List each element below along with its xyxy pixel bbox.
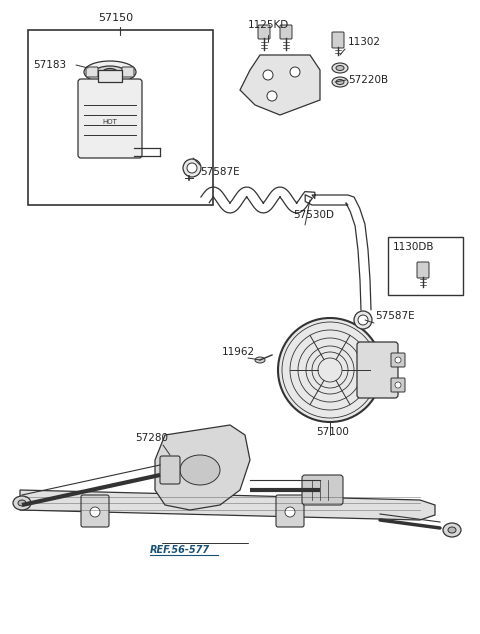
Text: 57587E: 57587E <box>200 167 240 177</box>
Circle shape <box>183 159 201 177</box>
FancyBboxPatch shape <box>81 495 109 527</box>
Circle shape <box>354 311 372 329</box>
Text: 57530D: 57530D <box>293 210 334 220</box>
FancyBboxPatch shape <box>417 262 429 278</box>
Circle shape <box>90 507 100 517</box>
FancyBboxPatch shape <box>160 456 180 484</box>
Ellipse shape <box>84 61 136 83</box>
Ellipse shape <box>336 79 344 84</box>
Ellipse shape <box>336 65 344 70</box>
Circle shape <box>358 315 368 325</box>
Polygon shape <box>240 55 320 115</box>
Ellipse shape <box>13 496 31 510</box>
Text: 57183: 57183 <box>33 60 66 70</box>
Text: 57150: 57150 <box>98 13 133 23</box>
Ellipse shape <box>95 66 125 78</box>
FancyBboxPatch shape <box>258 25 270 39</box>
FancyBboxPatch shape <box>276 495 304 527</box>
Text: 57220B: 57220B <box>348 75 388 85</box>
Circle shape <box>267 91 277 101</box>
Circle shape <box>290 67 300 77</box>
Text: 11962: 11962 <box>222 347 255 357</box>
Text: 11302: 11302 <box>348 37 381 47</box>
Text: 1125KD: 1125KD <box>248 20 289 30</box>
FancyBboxPatch shape <box>86 67 98 77</box>
Ellipse shape <box>103 68 117 75</box>
Polygon shape <box>155 425 250 510</box>
Ellipse shape <box>332 77 348 87</box>
Ellipse shape <box>255 357 265 363</box>
FancyBboxPatch shape <box>302 475 343 505</box>
FancyBboxPatch shape <box>78 79 142 158</box>
Circle shape <box>187 163 197 173</box>
FancyBboxPatch shape <box>357 342 398 398</box>
Ellipse shape <box>332 63 348 73</box>
Ellipse shape <box>443 523 461 537</box>
FancyBboxPatch shape <box>98 70 122 82</box>
Text: 57280: 57280 <box>135 433 168 443</box>
FancyBboxPatch shape <box>388 237 463 295</box>
Text: 57100: 57100 <box>316 427 349 437</box>
Text: 57587E: 57587E <box>375 311 415 321</box>
Circle shape <box>285 507 295 517</box>
Ellipse shape <box>18 500 26 506</box>
Circle shape <box>395 382 401 388</box>
Polygon shape <box>20 490 435 520</box>
FancyBboxPatch shape <box>28 30 213 205</box>
Circle shape <box>395 357 401 363</box>
Ellipse shape <box>448 527 456 533</box>
Circle shape <box>278 318 382 422</box>
FancyBboxPatch shape <box>391 353 405 367</box>
Circle shape <box>263 70 273 80</box>
FancyBboxPatch shape <box>391 378 405 392</box>
Text: 1130DB: 1130DB <box>393 242 434 252</box>
Ellipse shape <box>180 455 220 485</box>
Text: HOT: HOT <box>103 119 118 125</box>
FancyBboxPatch shape <box>332 32 344 48</box>
FancyBboxPatch shape <box>280 25 292 39</box>
FancyBboxPatch shape <box>122 67 134 77</box>
Text: REF.56-577: REF.56-577 <box>150 545 210 555</box>
